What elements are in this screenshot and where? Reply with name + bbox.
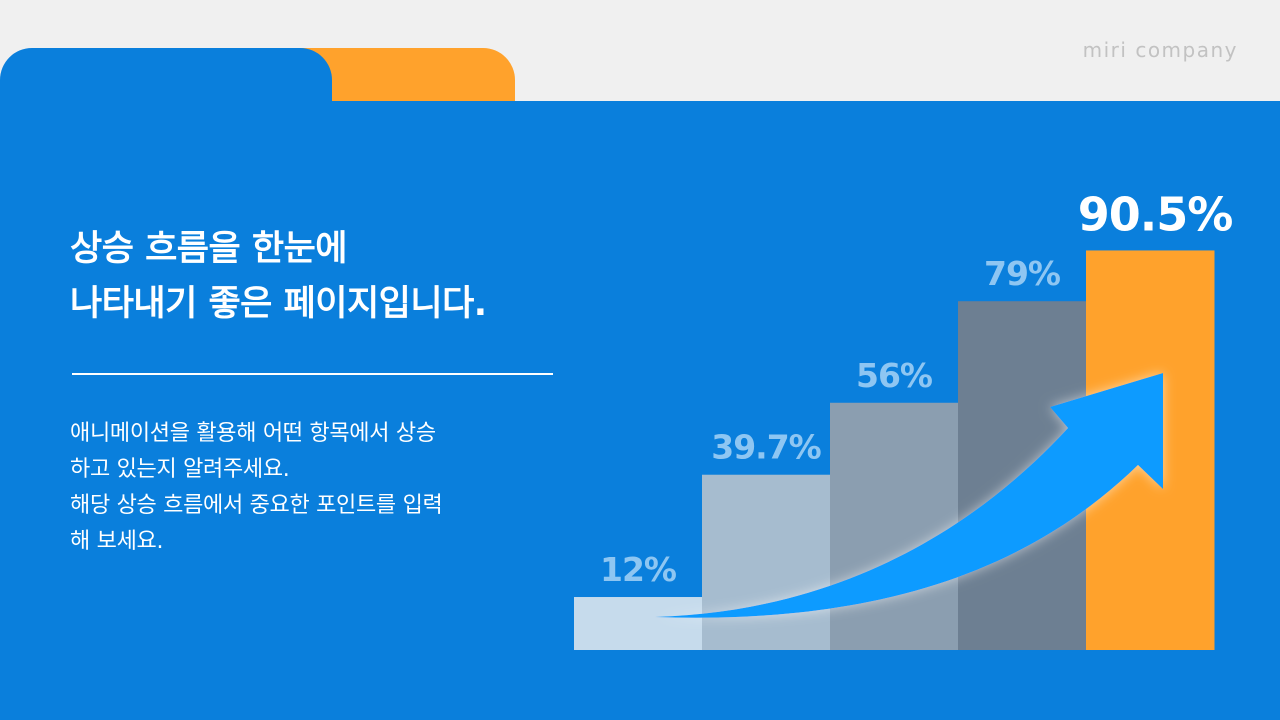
bar-label-3: 56% xyxy=(856,356,933,395)
trend-arrow-icon xyxy=(655,373,1163,618)
page-title: 상승 흐름을 한눈에 나타내기 좋은 페이지입니다. xyxy=(70,222,610,332)
title-line-1: 상승 흐름을 한눈에 xyxy=(70,229,347,269)
title-divider xyxy=(72,373,553,375)
bar-label-1: 12% xyxy=(600,550,677,589)
bar-label-4: 79% xyxy=(984,254,1061,293)
bar-2 xyxy=(702,474,831,650)
brand-name: miri company xyxy=(1082,38,1238,62)
description-line-1: 애니메이션을 활용해 어떤 항목에서 상승 xyxy=(70,421,436,446)
bar-1 xyxy=(574,597,703,650)
bar-label-2: 39.7% xyxy=(711,428,821,467)
title-line-2: 나타내기 좋은 페이지입니다. xyxy=(70,284,487,324)
description-line-3: 해당 상승 흐름에서 중요한 포인트를 입력 xyxy=(70,493,443,518)
bar-3 xyxy=(830,402,959,650)
description-line-2: 하고 있는지 알려주세요. xyxy=(70,457,290,482)
description: 애니메이션을 활용해 어떤 항목에서 상승 하고 있는지 알려주세요. 해당 상… xyxy=(70,416,590,560)
bar-label-5: 90.5% xyxy=(1078,187,1233,241)
description-line-4: 해 보세요. xyxy=(70,529,164,554)
